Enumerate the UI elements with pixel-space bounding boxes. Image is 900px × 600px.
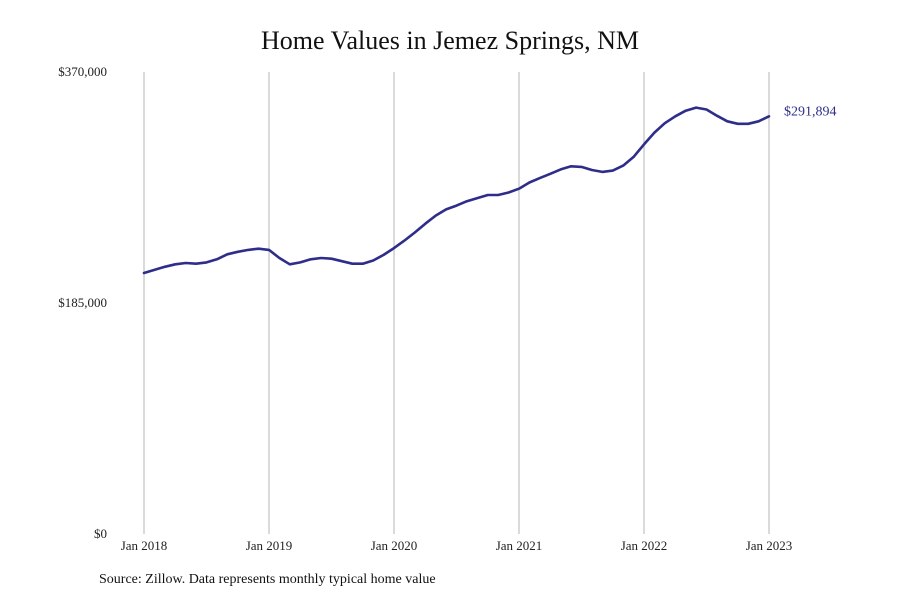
grid-lines bbox=[143, 72, 770, 534]
y-tick-label: $185,000 bbox=[58, 295, 107, 310]
end-value-label: $291,894 bbox=[784, 104, 837, 119]
chart-title: Home Values in Jemez Springs, NM bbox=[261, 26, 639, 55]
x-tick-label: Jan 2022 bbox=[621, 538, 668, 553]
x-tick-label: Jan 2021 bbox=[496, 538, 543, 553]
x-tick-label: Jan 2019 bbox=[246, 538, 293, 553]
source-note: Source: Zillow. Data represents monthly … bbox=[99, 572, 436, 587]
x-tick-label: Jan 2023 bbox=[746, 538, 793, 553]
y-tick-label: $0 bbox=[94, 526, 107, 541]
x-axis: Jan 2018 Jan 2019 Jan 2020 Jan 2021 Jan 2022… bbox=[121, 538, 793, 553]
y-axis: $0 $185,000 $370,000 bbox=[58, 64, 107, 541]
y-tick-label: $370,000 bbox=[58, 64, 107, 79]
series-line bbox=[142, 106, 771, 275]
x-tick-label: Jan 2018 bbox=[121, 538, 168, 553]
x-tick-label: Jan 2020 bbox=[371, 538, 418, 553]
series-group: $291,894 bbox=[142, 104, 837, 275]
